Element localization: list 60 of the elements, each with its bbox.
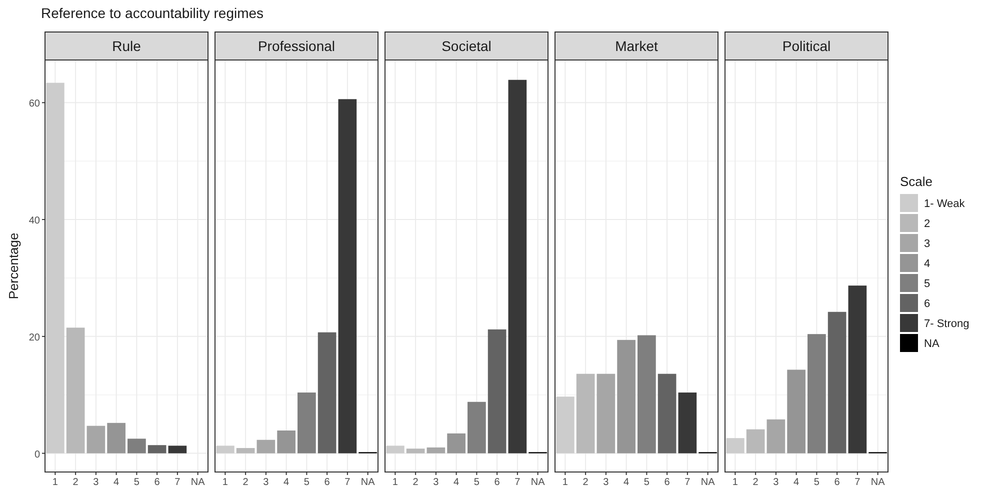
x-tick-label: 1 xyxy=(562,477,568,488)
x-tick-label: 6 xyxy=(324,477,330,488)
x-tick-label: 3 xyxy=(773,477,780,488)
x-tick-label: 5 xyxy=(134,477,140,488)
x-tick-label: 5 xyxy=(304,477,310,488)
x-tick-label: 2 xyxy=(582,477,589,488)
x-tick-label: NA xyxy=(360,477,376,488)
y-tick-label: 20 xyxy=(28,332,40,344)
y-tick-label: 0 xyxy=(34,449,40,460)
legend-label: 1- Weak xyxy=(924,198,966,210)
x-tick-label: 6 xyxy=(154,477,160,488)
x-tick-label: 7 xyxy=(514,477,521,488)
x-tick-label: 2 xyxy=(242,477,249,488)
legend-label: 6 xyxy=(924,298,930,310)
x-tick-label: 1 xyxy=(392,477,398,488)
x-tick-label: 1 xyxy=(222,477,228,488)
chart-title: Professional xyxy=(258,38,336,54)
x-tick-label: 5 xyxy=(474,477,480,488)
chart-title: Market xyxy=(615,38,658,54)
x-tick-label: 4 xyxy=(794,477,800,488)
chart-title: Political xyxy=(782,38,831,54)
x-tick-label: 5 xyxy=(814,477,820,488)
x-tick-label: 1 xyxy=(52,477,58,488)
x-tick-label: 4 xyxy=(114,477,120,488)
y-tick-label: 60 xyxy=(28,98,40,110)
x-tick-label: 7 xyxy=(174,477,181,488)
x-tick-label: 4 xyxy=(454,477,460,488)
x-tick-label: 2 xyxy=(752,477,759,488)
x-tick-label: NA xyxy=(870,477,886,488)
legend-label: 3 xyxy=(924,238,930,250)
x-tick-label: 3 xyxy=(433,477,440,488)
x-tick-label: 2 xyxy=(412,477,419,488)
legend-title: Scale xyxy=(900,174,933,189)
y-axis-title: Percentage xyxy=(6,232,21,300)
y-tick-label: 40 xyxy=(28,216,40,227)
x-tick-label: 7 xyxy=(684,477,691,488)
legend-label: 4 xyxy=(924,258,930,270)
chart-title: Rule xyxy=(112,38,142,54)
x-tick-label: 7 xyxy=(344,477,351,488)
x-tick-label: 7 xyxy=(854,477,861,488)
x-tick-label: 6 xyxy=(494,477,500,488)
x-tick-label: 3 xyxy=(263,477,270,488)
x-tick-label: 4 xyxy=(624,477,630,488)
x-tick-label: 2 xyxy=(72,477,79,488)
x-tick-label: 3 xyxy=(93,477,100,488)
chart-title: Societal xyxy=(442,38,492,54)
x-tick-label: 6 xyxy=(664,477,670,488)
legend-label: NA xyxy=(924,338,940,350)
x-tick-label: 5 xyxy=(644,477,650,488)
legend-label: 7- Strong xyxy=(924,318,970,330)
x-tick-label: NA xyxy=(530,477,546,488)
x-tick-label: 6 xyxy=(834,477,840,488)
legend-label: 5 xyxy=(924,278,930,290)
x-tick-label: 3 xyxy=(603,477,610,488)
legend-label: 2 xyxy=(924,218,930,230)
x-tick-label: 4 xyxy=(284,477,290,488)
x-tick-label: 1 xyxy=(732,477,738,488)
x-tick-label: NA xyxy=(190,477,206,488)
x-tick-label: NA xyxy=(700,477,716,488)
text: Reference to accountability regimes xyxy=(41,5,264,21)
